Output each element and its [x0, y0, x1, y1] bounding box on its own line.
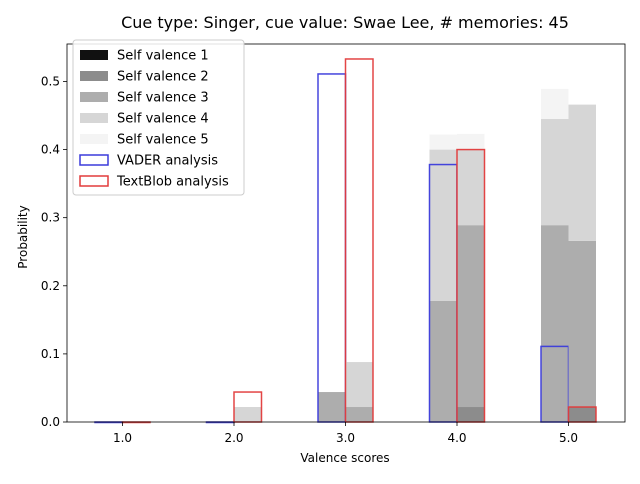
- bar-segment-vader-5-valence-4: [541, 119, 569, 225]
- x-tick-label: 1.0: [113, 431, 132, 445]
- bar-segment-textblob-4-valence-4: [457, 149, 485, 225]
- chart-title: Cue type: Singer, cue value: Swae Lee, #…: [121, 13, 569, 32]
- bar-segment-vader-4-valence-4: [430, 150, 458, 301]
- y-tick-label: 0.5: [41, 74, 60, 88]
- legend-swatch: [80, 50, 108, 60]
- x-tick-label: 4.0: [447, 431, 466, 445]
- legend-swatch: [80, 92, 108, 102]
- bar-segment-vader-5-valence-5: [541, 89, 569, 119]
- y-tick-label: 0.2: [41, 279, 60, 293]
- x-tick-label: 5.0: [559, 431, 578, 445]
- bar-segment-vader-4-valence-3: [430, 301, 458, 422]
- bar-outline-vader-3: [318, 74, 346, 422]
- y-tick-label: 0.4: [41, 143, 60, 157]
- legend-label: TextBlob analysis: [116, 175, 229, 190]
- legend-label: VADER analysis: [117, 154, 218, 169]
- y-axis-label: Probability: [16, 205, 30, 268]
- y-tick-label: 0.0: [41, 415, 60, 429]
- legend-label: Self valence 5: [117, 133, 209, 148]
- bar-segment-vader-4-valence-5: [430, 135, 458, 150]
- y-tick-label: 0.3: [41, 211, 60, 225]
- bar-segment-textblob-5-valence-3: [569, 241, 597, 407]
- x-tick-label: 2.0: [224, 431, 243, 445]
- bar-segment-vader-5-valence-3: [541, 225, 569, 422]
- x-tick-label: 3.0: [336, 431, 355, 445]
- bar-segment-textblob-4-valence-5: [457, 134, 485, 149]
- bar-segment-textblob-4-valence-2: [457, 407, 485, 422]
- legend-swatch: [80, 113, 108, 123]
- bar-segment-textblob-2-valence-4: [234, 407, 262, 422]
- y-tick-label: 0.1: [41, 347, 60, 361]
- legend-label: Self valence 1: [117, 49, 209, 64]
- bar-segment-textblob-5-valence-2: [569, 407, 597, 422]
- legend-swatch: [80, 71, 108, 81]
- legend: Self valence 1 Self valence 2 Self valence…: [73, 40, 244, 195]
- legend-swatch: [80, 134, 108, 144]
- bar-segment-textblob-5-valence-4: [569, 105, 597, 241]
- bar-segment-vader-3-valence-3: [318, 392, 346, 422]
- bar-segment-textblob-3-valence-4: [346, 362, 374, 407]
- legend-label: Self valence 2: [117, 70, 209, 85]
- legend-label: Self valence 4: [117, 112, 209, 127]
- bar-segment-textblob-3-valence-3: [346, 407, 374, 422]
- x-axis-label: Valence scores: [300, 451, 389, 465]
- legend-label: Self valence 3: [117, 91, 209, 106]
- bar-segment-textblob-4-valence-3: [457, 225, 485, 407]
